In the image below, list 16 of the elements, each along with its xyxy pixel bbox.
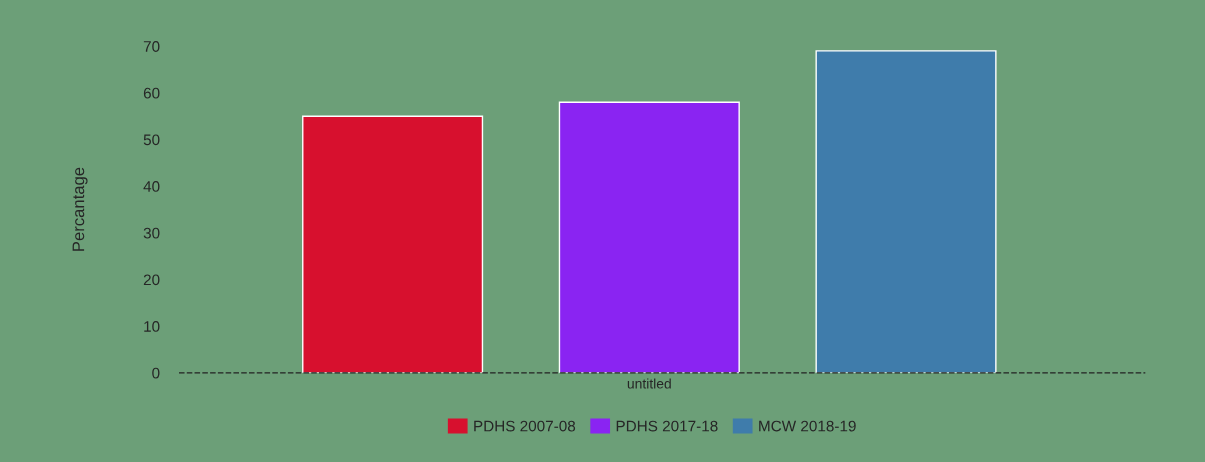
y-tick-label: 0 — [152, 367, 160, 379]
bar — [815, 50, 997, 373]
bar — [302, 115, 484, 373]
y-tick-label: 50 — [143, 134, 160, 146]
y-axis-title: Percantage — [72, 167, 88, 251]
legend-label: MCW 2018-19 — [759, 420, 856, 432]
legend-label: PDHS 2007-08 — [474, 420, 576, 432]
y-tick-label: 60 — [143, 87, 160, 99]
y-tick-label: 30 — [143, 227, 160, 239]
y-tick-label: 20 — [143, 274, 160, 286]
y-tick-label: 70 — [143, 41, 160, 52]
bar — [558, 101, 740, 373]
y-tick-label: 40 — [143, 181, 160, 192]
y-tick-label: 10 — [144, 321, 160, 332]
x-tick-label: untitled — [627, 378, 671, 389]
legend-label: PDHS 2017-18 — [616, 420, 718, 432]
